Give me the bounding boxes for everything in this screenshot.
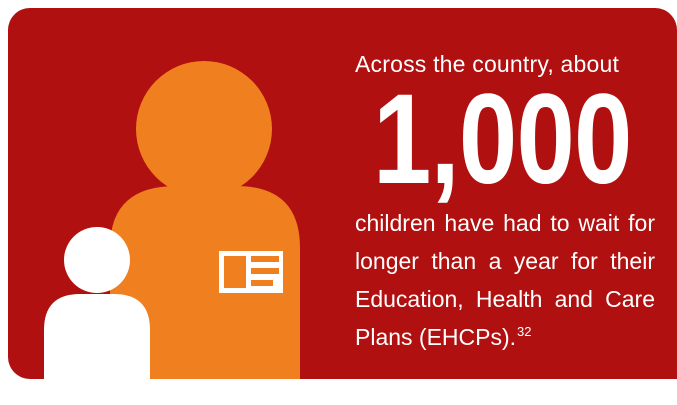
people-illustration xyxy=(44,61,300,379)
highlight-number: 1,000 xyxy=(373,68,632,211)
body-sentence: children have had to wait for longer tha… xyxy=(355,210,655,350)
infographic-panel: Across the country, about 1,000 children… xyxy=(8,8,677,379)
body-text: children have had to wait for longer tha… xyxy=(355,204,655,356)
intro-text: Across the country, about xyxy=(355,51,620,77)
id-card-icon xyxy=(219,251,283,293)
adult-figure-icon xyxy=(110,61,300,379)
statistic-text-block: Across the country, about 1,000 children… xyxy=(355,50,655,356)
footnote-marker: 32 xyxy=(517,324,532,340)
child-figure-icon xyxy=(44,227,150,379)
